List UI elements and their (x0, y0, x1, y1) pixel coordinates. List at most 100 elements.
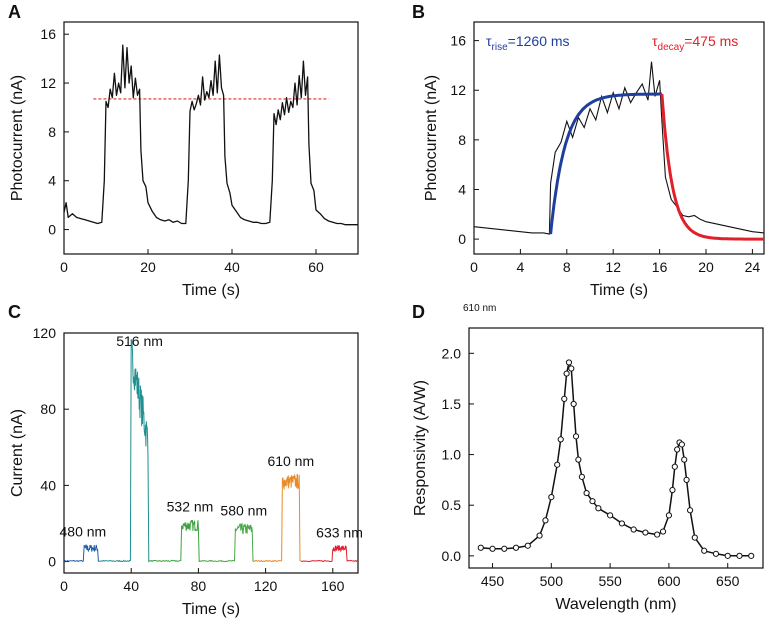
data-point (642, 529, 649, 536)
peak-label: 516 nm (116, 333, 163, 349)
x-tick-label: 4 (517, 259, 525, 275)
x-tick-label: 80 (191, 578, 207, 594)
panel-d-letter: D (412, 302, 425, 322)
data-point (578, 473, 585, 480)
x-tick-label: 160 (321, 578, 345, 594)
data-point (565, 359, 573, 366)
x-axis-label: Time (s) (590, 282, 648, 299)
data-point (674, 446, 681, 453)
data-point (477, 544, 484, 551)
data-point (575, 456, 582, 463)
data-point (489, 545, 496, 552)
y-axis-label: Responsivity (A/W) (412, 380, 429, 516)
data-point (712, 550, 720, 557)
y-tick-label: 12 (40, 75, 56, 91)
data-point (542, 517, 549, 524)
data-point (665, 512, 673, 519)
x-axis-label: Time (s) (182, 601, 240, 618)
y-tick-label: 8 (48, 124, 56, 140)
y-tick-label: 16 (450, 33, 466, 49)
panel-a: A 0 20 40 60 0 4 8 12 16 Time (s) Photocurrent (nA… (8, 2, 359, 299)
panel-b-letter: B (412, 2, 425, 22)
tau-rise-annotation: τrise=1260 ms (486, 33, 570, 53)
x-tick-label: 40 (224, 259, 240, 275)
panel-a-letter: A (8, 2, 21, 22)
data-point (618, 520, 625, 527)
series-line-532-nm (149, 520, 201, 563)
data-point (568, 365, 575, 372)
x-tick-label: 40 (123, 578, 139, 594)
y-tick-label: 120 (33, 325, 57, 341)
data-point (501, 545, 508, 552)
y-tick-label: 16 (40, 26, 56, 42)
data-point (589, 498, 596, 505)
y-tick-label: 1.0 (442, 447, 462, 463)
panel-c-letter: C (8, 302, 21, 322)
decay-fit-line (660, 93, 764, 241)
y-tick-label: 0 (48, 554, 56, 570)
x-tick-label: 500 (540, 573, 564, 589)
y-tick-label: 1.5 (442, 396, 462, 412)
y-axis-label: Photocurrent (nA) (9, 75, 26, 201)
data-point (701, 547, 708, 554)
x-tick-label: 0 (60, 578, 68, 594)
y-axis-label: Current (nA) (9, 409, 26, 497)
data-point (724, 552, 731, 559)
data-point (512, 544, 520, 551)
data-point (524, 542, 531, 549)
panel-d-caption: 610 nm (463, 303, 496, 314)
data-point (659, 528, 667, 535)
x-tick-label: 550 (598, 573, 622, 589)
series-line-633-nm (300, 544, 359, 563)
y-tick-label: 0 (458, 231, 466, 247)
x-tick-label: 20 (698, 259, 714, 275)
peak-label: 480 nm (60, 523, 107, 539)
x-tick-label: 12 (605, 259, 621, 275)
data-point (669, 486, 676, 494)
y-tick-label: 0 (48, 222, 56, 238)
data-point (678, 441, 685, 448)
data-point (572, 433, 580, 440)
y-tick-label: 40 (40, 477, 56, 493)
x-tick-label: 24 (745, 259, 761, 275)
x-tick-label: 450 (481, 573, 505, 589)
x-tick-label: 16 (652, 259, 668, 275)
panel-c: C 0 40 80 120 160 0 40 80 120 Time (s) Current (nA… (8, 302, 363, 618)
plot-frame (63, 21, 359, 255)
data-point (630, 526, 637, 533)
x-tick-label: 600 (657, 573, 681, 589)
data-point (548, 494, 555, 501)
y-axis-label: Photocurrent (nA) (423, 75, 440, 201)
x-tick-label: 650 (716, 573, 740, 589)
data-point (607, 512, 614, 519)
plot-frame (63, 332, 359, 574)
data-point (557, 436, 564, 443)
series-line-responsivity (480, 361, 752, 557)
data-point (681, 456, 688, 463)
x-axis-label: Wavelength (nm) (555, 596, 676, 613)
data-point (583, 489, 590, 497)
data-point (748, 552, 755, 559)
data-point (683, 476, 690, 483)
x-tick-label: 20 (140, 259, 156, 275)
series-line-580-nm (199, 523, 254, 563)
peak-label: 633 nm (316, 524, 363, 540)
x-tick-label: 60 (308, 259, 324, 275)
peak-label: 580 nm (220, 502, 267, 518)
data-point (554, 461, 561, 468)
data-point (736, 552, 743, 559)
rise-fit-line (549, 92, 662, 235)
x-tick-label: 0 (60, 259, 68, 275)
series-line-516-nm (99, 339, 151, 563)
y-tick-label: 12 (450, 82, 466, 98)
y-tick-label: 2.0 (442, 345, 462, 361)
series-line-610-nm (253, 473, 301, 563)
y-tick-label: 8 (458, 132, 466, 148)
series-line-480-nm (63, 544, 100, 563)
data-point (691, 534, 698, 541)
x-tick-label: 0 (470, 259, 478, 275)
data-point (595, 505, 602, 512)
data-point (686, 507, 694, 514)
